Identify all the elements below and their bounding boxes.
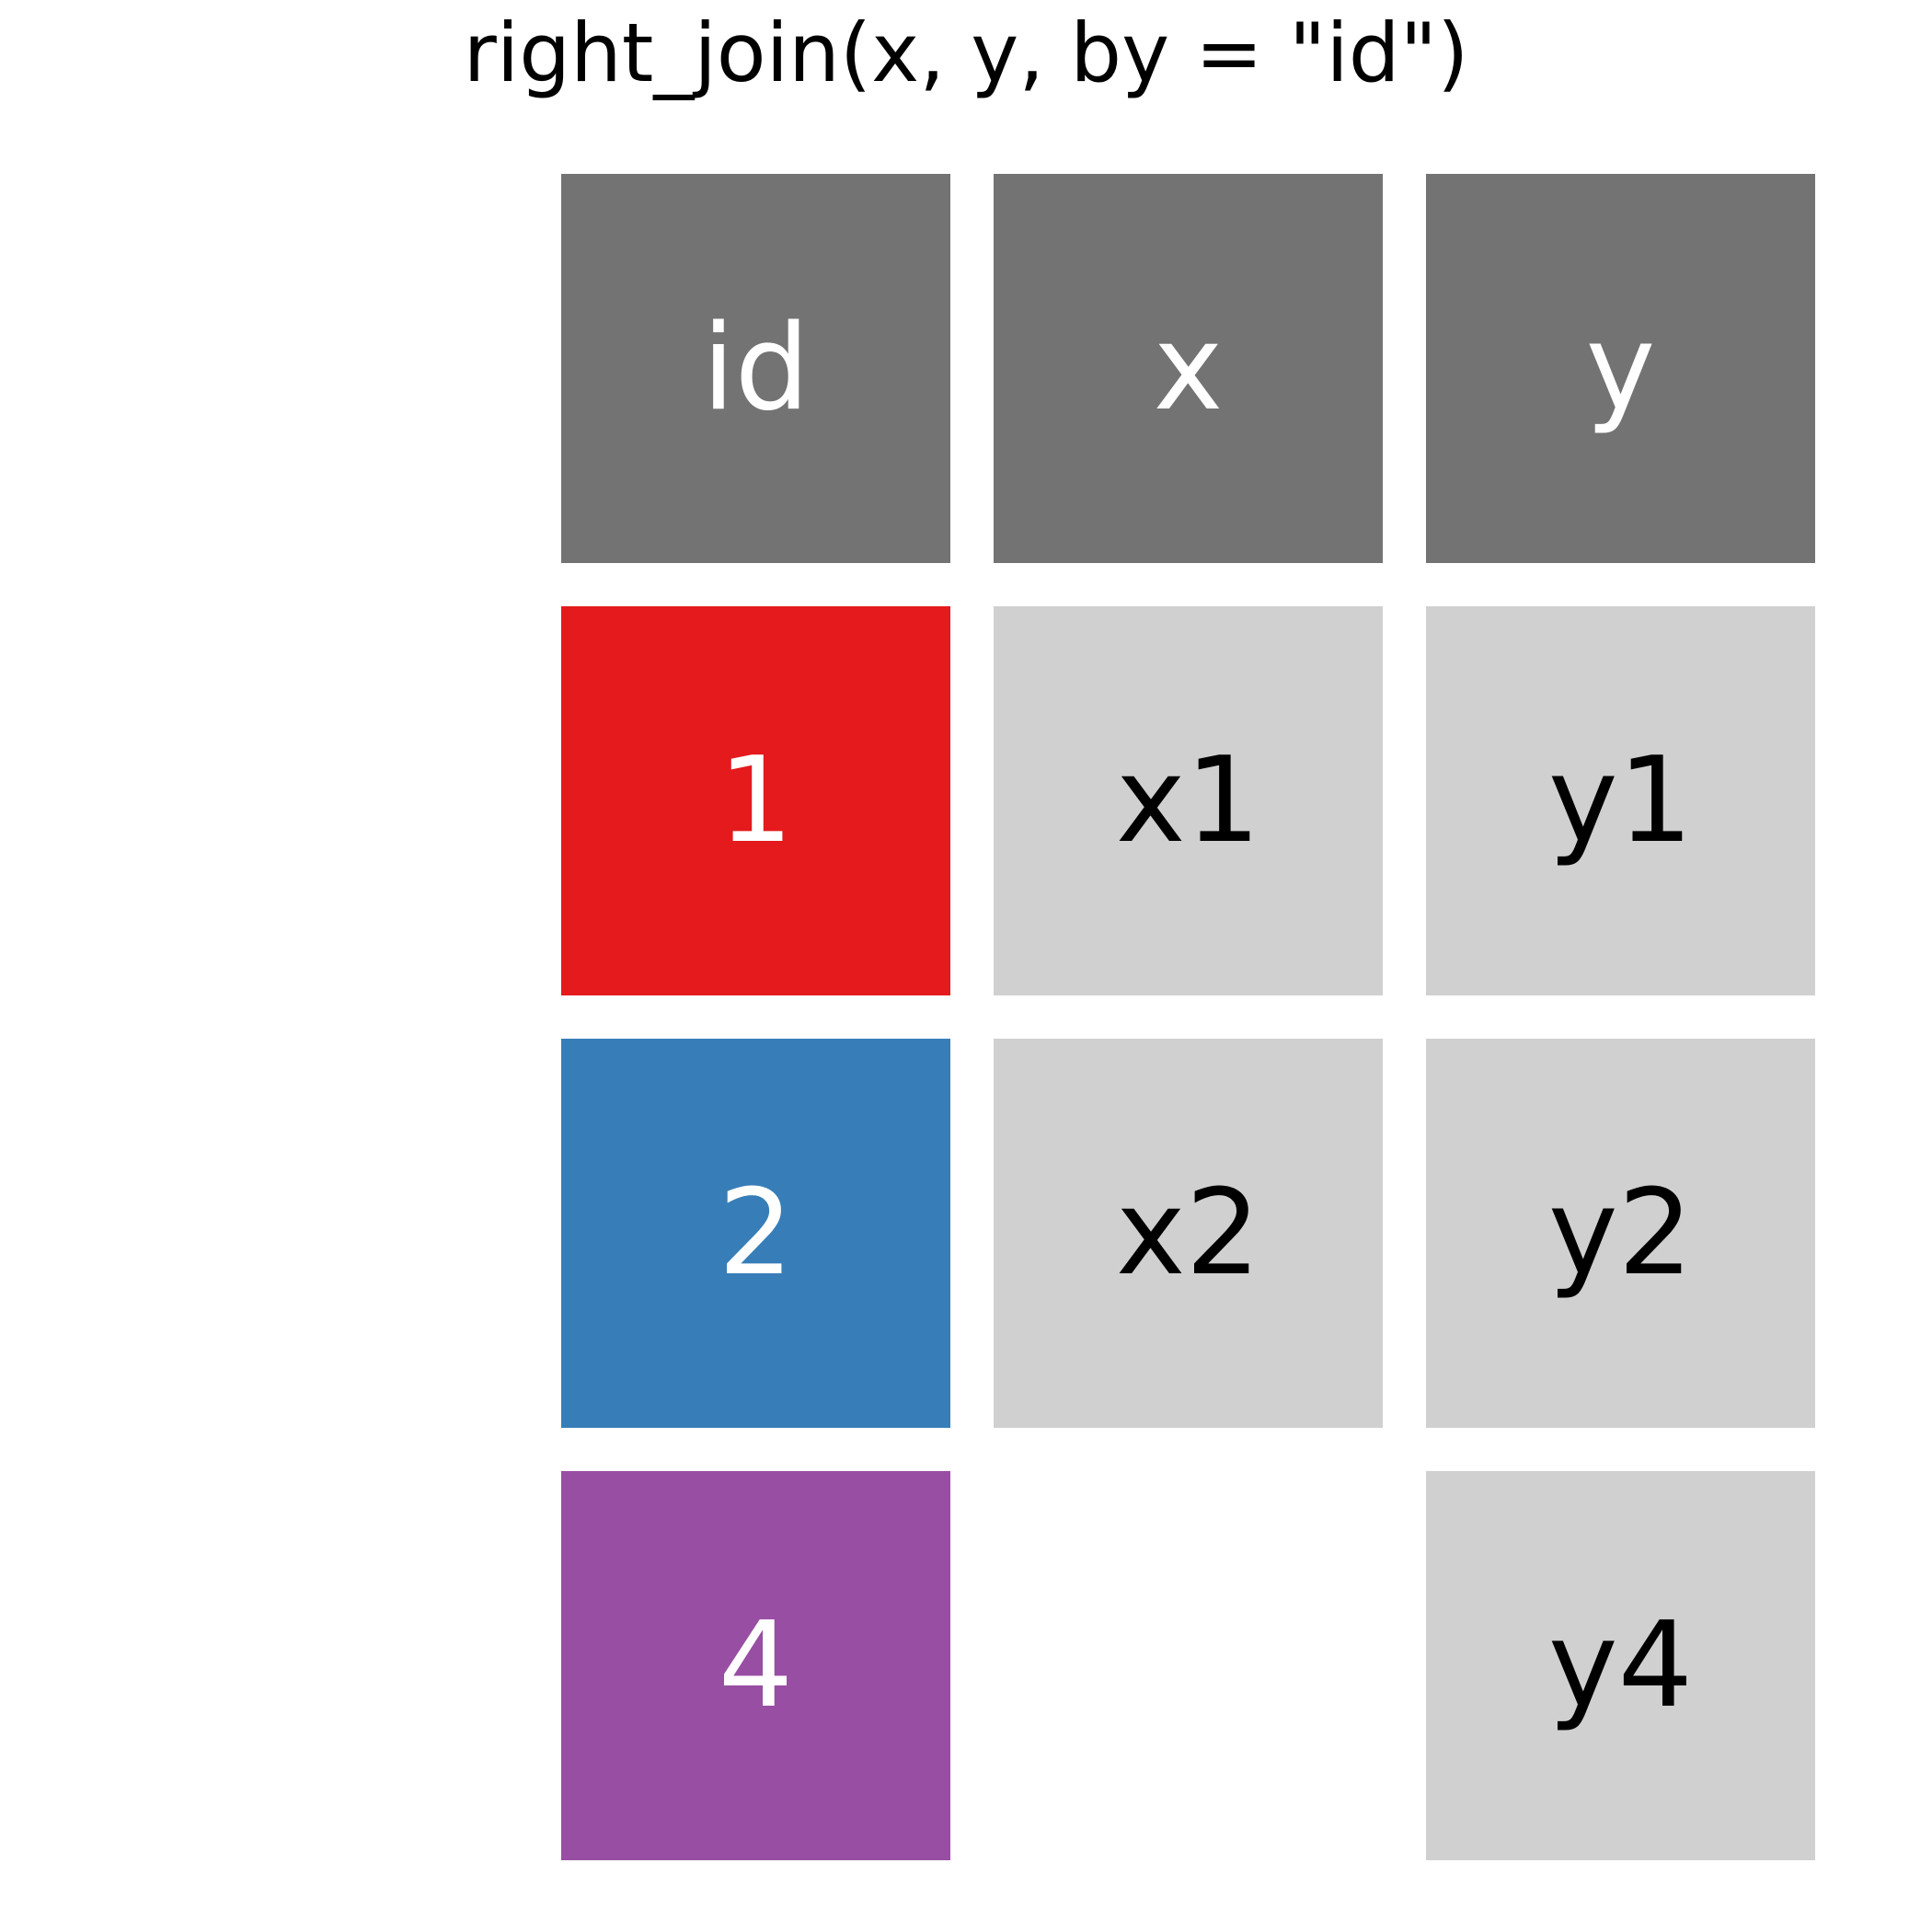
header-cell-x: x [994, 174, 1383, 563]
header-cell-y: y [1426, 174, 1815, 563]
header-cell-id: id [561, 174, 950, 563]
y-cell: y4 [1426, 1471, 1815, 1860]
y-cell: y1 [1426, 606, 1815, 995]
x-cell: x2 [994, 1039, 1383, 1428]
id-cell: 1 [561, 606, 950, 995]
x-cell: x1 [994, 606, 1383, 995]
id-cell: 2 [561, 1039, 950, 1428]
id-cell: 4 [561, 1471, 950, 1860]
x-cell-missing [994, 1471, 1383, 1860]
y-cell: y2 [1426, 1039, 1815, 1428]
diagram-title: right_join(x, y, by = "id") [463, 6, 1469, 100]
